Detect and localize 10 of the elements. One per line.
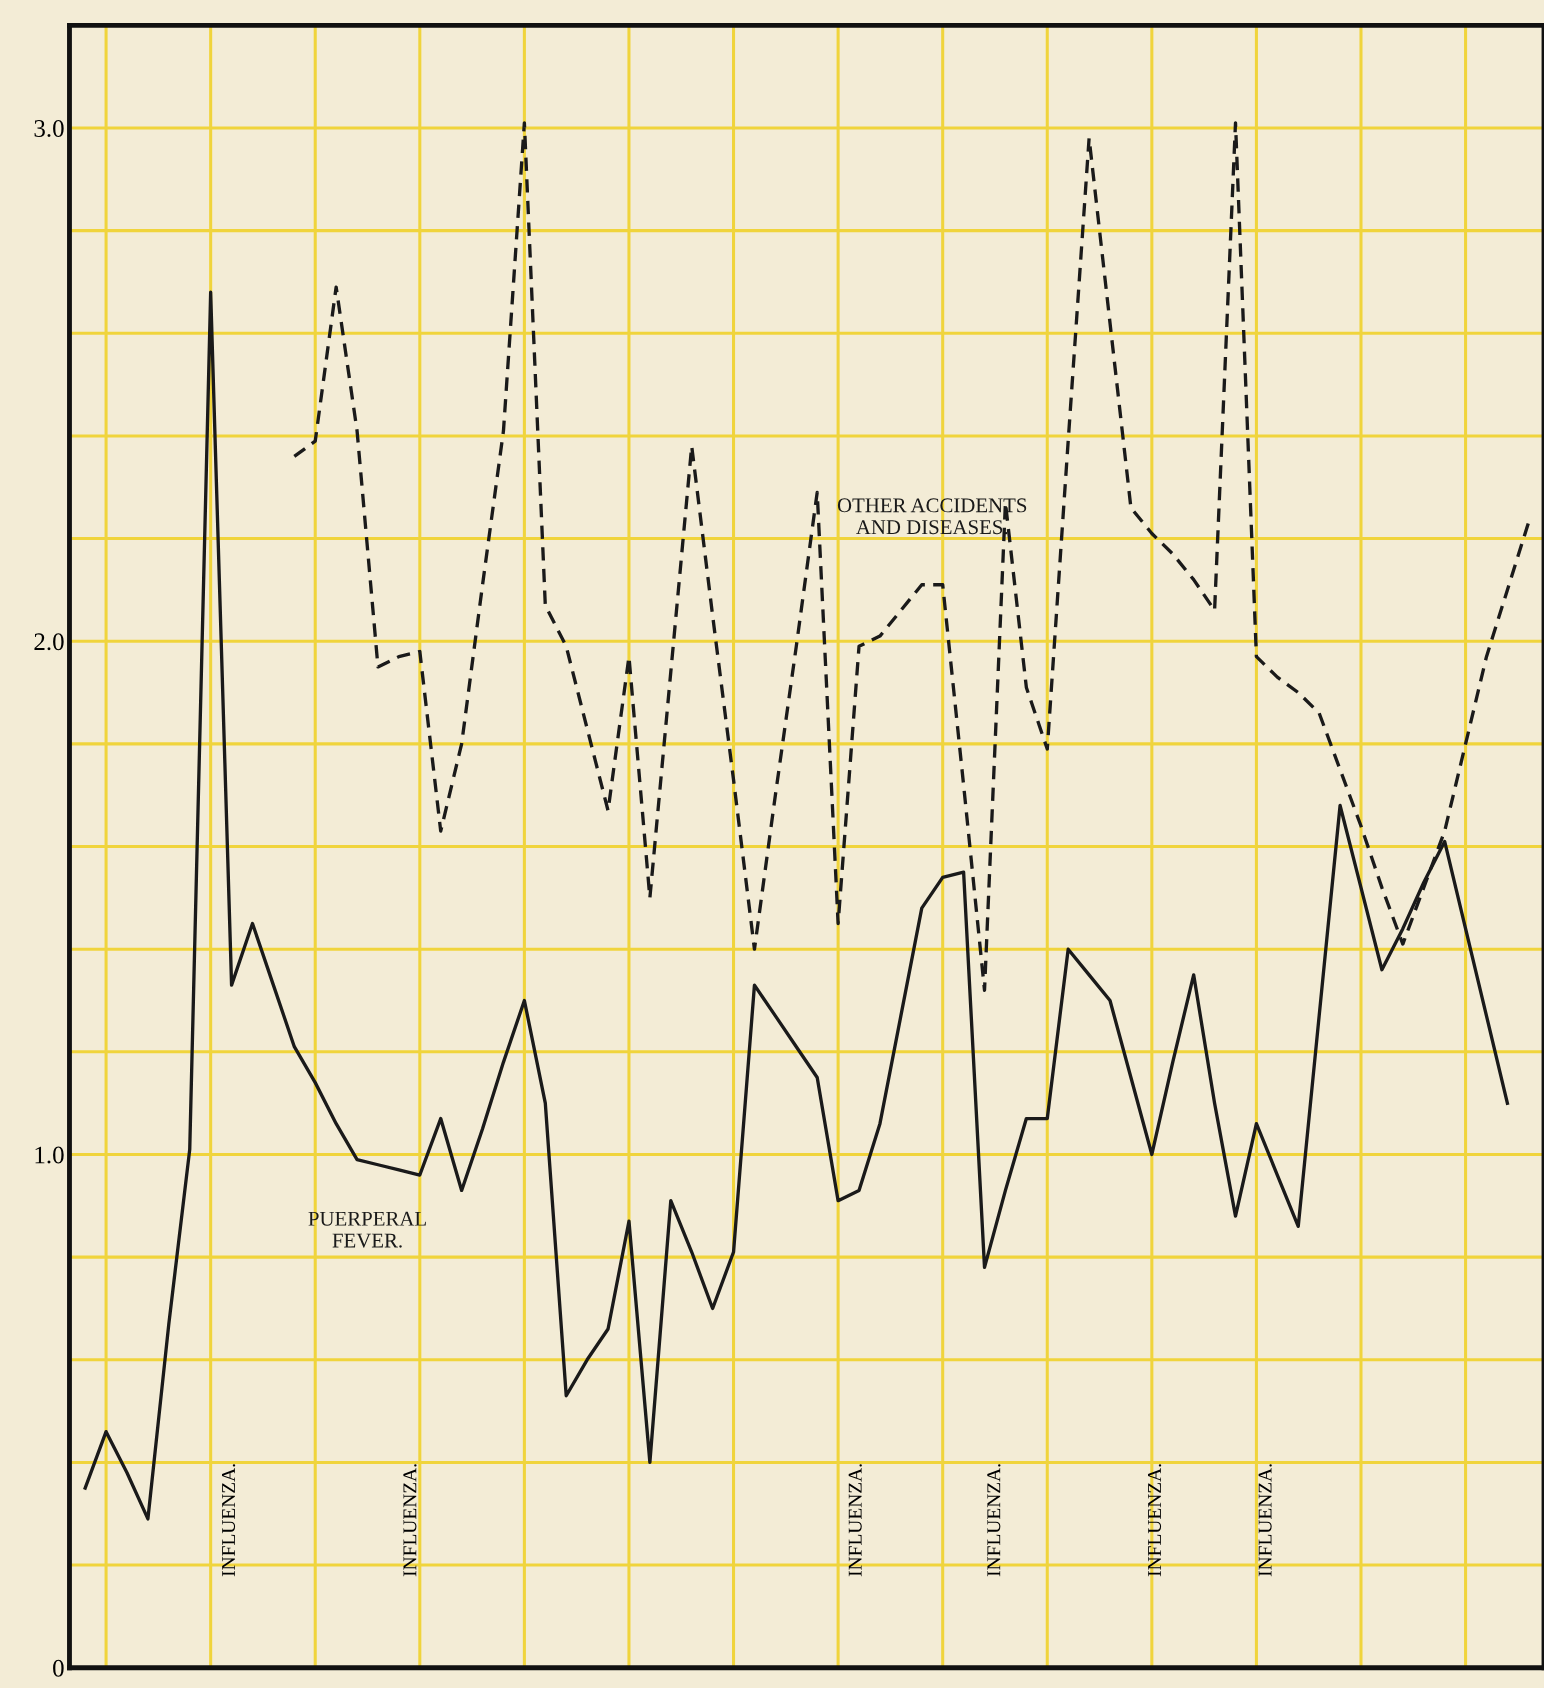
annotation: INFLUENZA. [403,1464,417,1577]
annotation: INFLUENZA. [848,1464,862,1577]
y-tick-label: 3.0 [34,120,64,137]
y-tick-label: 2.0 [34,633,64,651]
annotation: INFLUENZA. [222,1464,236,1577]
y-tick-label: 1.0 [35,1146,64,1164]
annotation: INFLUENZA. [1148,1464,1162,1577]
annotation: INFLUENZA. [1258,1464,1272,1577]
y-tick-label: 0 [53,1659,64,1677]
annotation: INFLUENZA. [987,1464,1001,1577]
